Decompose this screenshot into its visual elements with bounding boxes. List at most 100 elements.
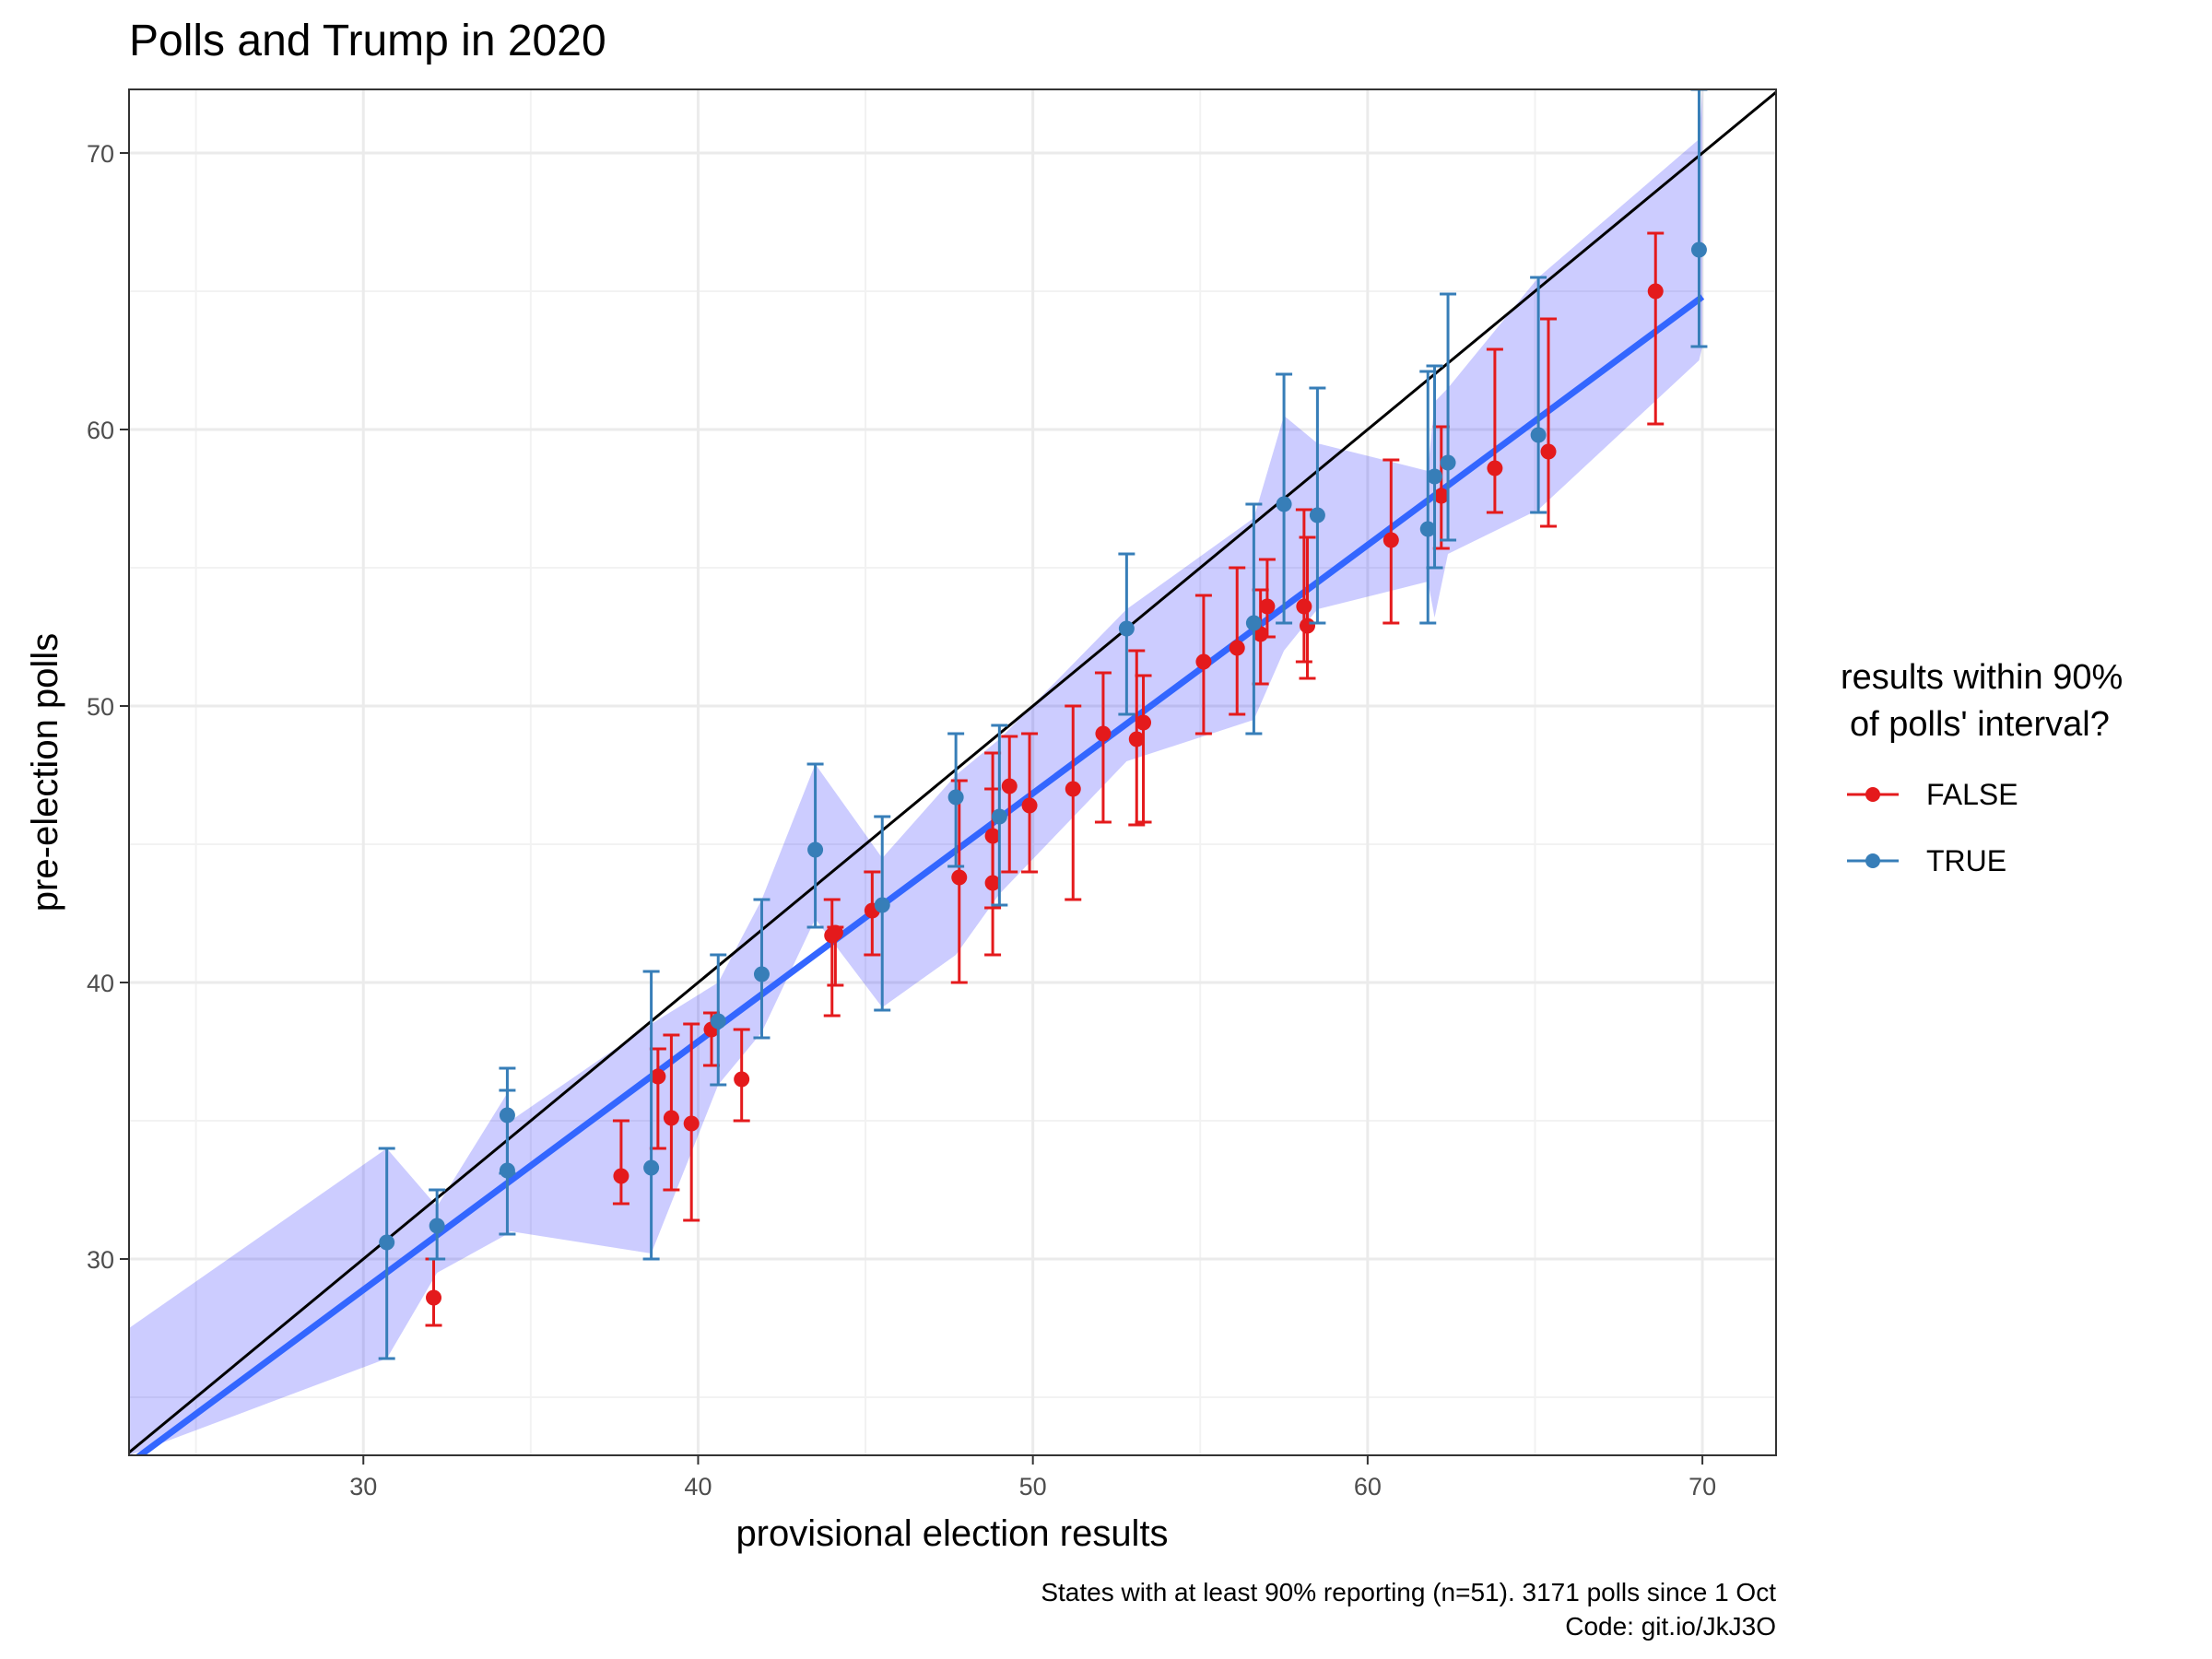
plot-content: [129, 89, 1776, 1455]
data-point: [499, 1107, 515, 1124]
data-point: [951, 869, 968, 886]
data-point: [1021, 797, 1038, 814]
series-true: [378, 89, 1708, 1360]
error-bar: [1440, 292, 1457, 542]
data-point: [1440, 454, 1456, 471]
legend-key-false-dot: [1865, 787, 1880, 802]
interval-ribbon: [129, 89, 1703, 1455]
legend-key-true-dot: [1865, 853, 1880, 868]
x-tick-label: 40: [684, 1473, 712, 1500]
x-axis-title: provisional election results: [735, 1513, 1168, 1554]
error-bar: [874, 815, 891, 1012]
data-point: [429, 1218, 445, 1234]
data-point: [663, 1110, 679, 1126]
data-point: [1259, 598, 1276, 615]
data-point: [1427, 468, 1443, 485]
data-point: [1382, 532, 1399, 548]
data-point: [1309, 507, 1325, 524]
panel-border: [128, 88, 1777, 1456]
data-point: [753, 966, 770, 982]
data-point: [650, 1068, 666, 1085]
data-point: [827, 924, 843, 941]
error-bar: [378, 1147, 395, 1360]
y-axis-title: pre-election polls: [25, 633, 65, 912]
error-bar: [1530, 276, 1547, 514]
error-bar: [1135, 674, 1152, 824]
y-axis: 30 40 50 60 70: [87, 140, 129, 1274]
error-bar: [1094, 671, 1112, 824]
data-point: [947, 789, 964, 806]
grid-minor: [129, 89, 1776, 1455]
legend-entry-true: TRUE: [1847, 844, 2006, 877]
plot-panel: [128, 88, 1777, 1456]
data-point: [1118, 620, 1135, 637]
x-axis: 30 40 50 60 70: [349, 1455, 1716, 1500]
data-point: [1276, 496, 1292, 512]
data-point: [1530, 427, 1547, 443]
error-bar: [642, 970, 660, 1261]
data-point: [874, 897, 890, 913]
error-bar: [1309, 386, 1326, 625]
data-point: [807, 841, 824, 858]
caption-line-1: States with at least 90% reporting (n=51…: [1041, 1578, 1776, 1606]
error-bar: [1540, 317, 1558, 528]
data-point: [1433, 488, 1450, 504]
data-point: [1296, 598, 1312, 615]
chart-title: Polls and Trump in 2020: [129, 17, 606, 65]
data-point: [1300, 618, 1316, 634]
error-bar: [1295, 508, 1312, 664]
legend: results within 90% of polls' interval? F…: [1841, 658, 2123, 877]
data-point: [1195, 653, 1212, 670]
grid-major: [129, 89, 1776, 1455]
error-bar: [1065, 704, 1082, 901]
data-point: [1647, 283, 1664, 300]
data-point: [499, 1162, 515, 1179]
data-point: [991, 808, 1007, 825]
data-point: [1487, 460, 1503, 477]
data-point: [683, 1115, 700, 1132]
data-point: [984, 875, 1001, 891]
data-point: [1419, 521, 1436, 537]
error-bar: [1486, 347, 1503, 514]
data-point: [643, 1159, 660, 1176]
y-tick-label: 60: [87, 417, 114, 444]
error-bar: [1001, 735, 1018, 874]
caption-line-2: Code: git.io/JkJ3O: [1565, 1612, 1776, 1641]
data-point: [1135, 714, 1152, 731]
legend-title-line-2: of polls' interval?: [1850, 705, 2110, 744]
legend-entry-false: FALSE: [1847, 778, 2018, 811]
error-bar: [1690, 89, 1708, 348]
y-tick-label: 50: [87, 693, 114, 721]
data-point: [379, 1234, 395, 1251]
data-point: [1245, 615, 1262, 631]
reference-line: [129, 90, 1776, 1454]
x-tick-label: 50: [1019, 1473, 1047, 1500]
data-point: [1095, 725, 1112, 742]
error-bar: [823, 898, 841, 1018]
legend-label-true: TRUE: [1926, 844, 2006, 877]
legend-title-line-1: results within 90%: [1841, 658, 2123, 697]
data-point: [734, 1071, 750, 1088]
data-point: [1540, 443, 1557, 460]
error-bar: [612, 1119, 629, 1206]
data-point: [1128, 731, 1145, 747]
error-bar: [1647, 231, 1665, 426]
y-tick-label: 40: [87, 970, 114, 997]
x-tick-label: 70: [1688, 1473, 1716, 1500]
y-tick-label: 70: [87, 140, 114, 168]
y-tick-label: 30: [87, 1246, 114, 1274]
data-point: [1001, 778, 1018, 794]
series-false: [425, 231, 1665, 1327]
x-tick-label: 60: [1354, 1473, 1382, 1500]
data-point: [426, 1289, 442, 1306]
x-tick-label: 30: [349, 1473, 377, 1500]
data-point: [1229, 640, 1245, 656]
data-point: [1065, 781, 1081, 797]
error-bar: [1426, 364, 1443, 570]
data-point: [613, 1168, 629, 1184]
legend-label-false: FALSE: [1926, 778, 2018, 811]
data-point: [1690, 241, 1707, 258]
data-point: [710, 1013, 726, 1030]
data-point: [984, 828, 1001, 844]
